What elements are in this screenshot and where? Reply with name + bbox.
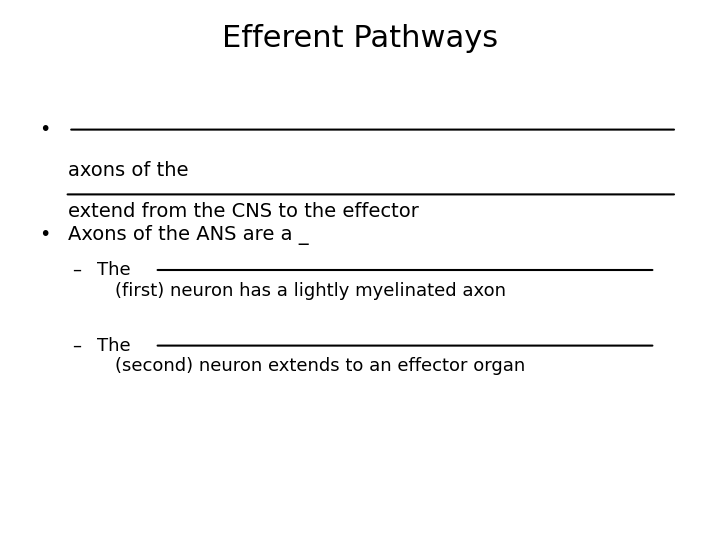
Text: •: • <box>40 225 51 245</box>
Text: extend from the CNS to the effector: extend from the CNS to the effector <box>68 202 419 221</box>
Text: Axons of the ANS are a _: Axons of the ANS are a _ <box>68 225 309 245</box>
Text: The: The <box>97 261 137 279</box>
Text: axons of the: axons of the <box>68 160 189 180</box>
Text: (first) neuron has a lightly myelinated axon: (first) neuron has a lightly myelinated … <box>115 281 506 300</box>
Text: –: – <box>72 261 81 279</box>
Text: (second) neuron extends to an effector organ: (second) neuron extends to an effector o… <box>115 357 526 375</box>
Text: –: – <box>72 336 81 355</box>
Text: The: The <box>97 336 137 355</box>
Text: Efferent Pathways: Efferent Pathways <box>222 24 498 53</box>
Text: •: • <box>40 120 51 139</box>
